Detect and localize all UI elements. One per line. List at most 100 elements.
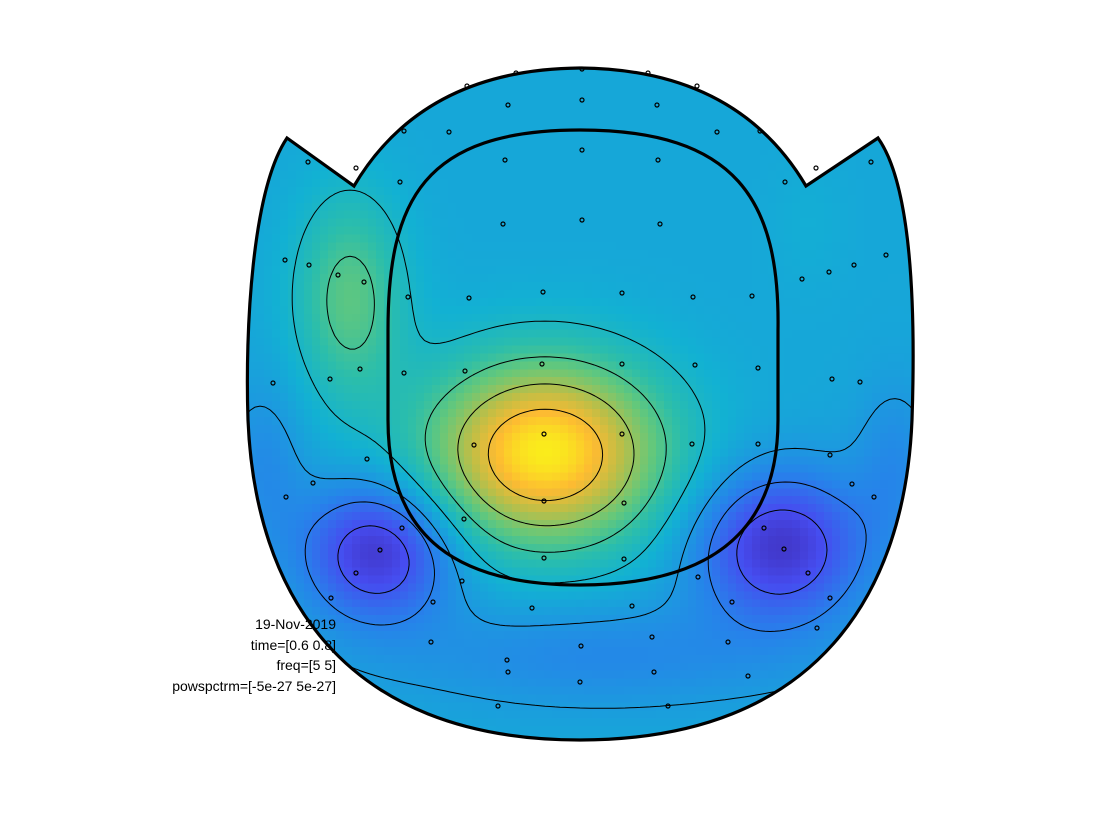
sensor-marker bbox=[651, 669, 657, 675]
sensor-marker bbox=[619, 431, 625, 437]
sensor-marker bbox=[461, 516, 467, 522]
sensor-marker bbox=[813, 165, 819, 171]
sensor-marker bbox=[805, 570, 811, 576]
sensor-marker bbox=[782, 179, 788, 185]
sensor-marker bbox=[283, 494, 289, 500]
sensor-marker bbox=[655, 157, 661, 163]
sensor-marker bbox=[621, 500, 627, 506]
sensor-marker bbox=[755, 441, 761, 447]
sensor-marker bbox=[729, 599, 735, 605]
sensor-marker bbox=[621, 556, 627, 562]
sensor-marker bbox=[857, 379, 863, 385]
sensor-marker bbox=[462, 368, 468, 374]
sensor-marker bbox=[399, 525, 405, 531]
sensor-marker bbox=[539, 361, 545, 367]
sensor-marker bbox=[397, 179, 403, 185]
sensor-marker bbox=[466, 295, 472, 301]
sensor-marker bbox=[502, 157, 508, 163]
sensor-marker bbox=[541, 498, 547, 504]
sensor-marker bbox=[310, 480, 316, 486]
sensor-marker bbox=[883, 252, 889, 258]
head-outline bbox=[245, 66, 915, 742]
sensor-marker bbox=[689, 441, 695, 447]
sensor-marker bbox=[657, 221, 663, 227]
sensor-marker bbox=[645, 70, 651, 76]
sensor-marker bbox=[428, 639, 434, 645]
sensor-marker bbox=[619, 361, 625, 367]
sensor-marker bbox=[464, 83, 470, 89]
sensor-marker bbox=[757, 128, 763, 134]
sensor-marker bbox=[305, 159, 311, 165]
sensor-marker bbox=[540, 289, 546, 295]
sensor-marker bbox=[578, 643, 584, 649]
sensor-marker bbox=[745, 673, 751, 679]
sensor-marker bbox=[814, 625, 820, 631]
sensor-marker bbox=[529, 605, 535, 611]
sensor-marker bbox=[761, 525, 767, 531]
sensor-marker bbox=[459, 578, 465, 584]
sensor-marker bbox=[692, 362, 698, 368]
sensor-marker bbox=[725, 639, 731, 645]
sensor-marker bbox=[781, 546, 787, 552]
sensor-marker bbox=[471, 442, 477, 448]
sensor-marker bbox=[694, 83, 700, 89]
time-annotation: time=[0.6 0.8] bbox=[250, 637, 336, 653]
sensor-marker bbox=[714, 129, 720, 135]
sensor-marker bbox=[577, 679, 583, 685]
sensor-marker bbox=[401, 128, 407, 134]
sensor-marker bbox=[829, 376, 835, 382]
sensor-marker bbox=[504, 657, 510, 663]
sensor-marker bbox=[851, 262, 857, 268]
sensor-marker bbox=[335, 272, 341, 278]
inner-helmet-outline bbox=[386, 128, 780, 587]
sensor-marker bbox=[649, 634, 655, 640]
contour-line bbox=[326, 255, 667, 553]
sensor-marker bbox=[619, 290, 625, 296]
sensor-marker bbox=[579, 97, 585, 103]
contour-line bbox=[291, 189, 706, 584]
sensor-marker bbox=[695, 574, 701, 580]
sensor-marker bbox=[513, 70, 519, 76]
sensor-marker bbox=[749, 293, 755, 299]
sensor-marker bbox=[541, 555, 547, 561]
sensor-marker bbox=[654, 102, 660, 108]
sensor-marker bbox=[306, 262, 312, 268]
sensor-marker bbox=[357, 366, 363, 372]
sensor-marker bbox=[505, 102, 511, 108]
sensor-marker bbox=[690, 294, 696, 300]
sensor-marker bbox=[579, 147, 585, 153]
sensor-marker bbox=[541, 431, 547, 437]
contour-line bbox=[457, 383, 635, 527]
sensor-marker bbox=[364, 456, 370, 462]
sensor-marker bbox=[871, 494, 877, 500]
sensor-markers bbox=[270, 66, 889, 709]
sensor-marker bbox=[629, 603, 635, 609]
powspctrm-annotation: powspctrm=[-5e-27 5e-27] bbox=[172, 678, 336, 694]
sensor-marker bbox=[430, 599, 436, 605]
sensor-marker bbox=[353, 165, 359, 171]
sensor-marker bbox=[327, 376, 333, 382]
sensor-marker bbox=[446, 129, 452, 135]
field-image bbox=[247, 68, 914, 740]
sensor-marker bbox=[579, 217, 585, 223]
sensor-marker bbox=[377, 547, 383, 553]
sensor-marker bbox=[500, 221, 506, 227]
freq-annotation: freq=[5 5] bbox=[276, 657, 336, 673]
sensor-marker bbox=[827, 595, 833, 601]
sensor-marker bbox=[405, 294, 411, 300]
sensor-marker bbox=[270, 380, 276, 386]
contour-lines bbox=[247, 189, 914, 709]
date-annotation: 19-Nov-2019 bbox=[255, 616, 336, 632]
sensor-marker bbox=[755, 365, 761, 371]
contour-line bbox=[487, 408, 604, 502]
sensor-marker bbox=[868, 159, 874, 165]
sensor-marker bbox=[579, 66, 585, 72]
sensor-marker bbox=[665, 703, 671, 709]
sensor-marker bbox=[826, 269, 832, 275]
sensor-marker bbox=[827, 452, 833, 458]
sensor-marker bbox=[799, 276, 805, 282]
sensor-marker bbox=[361, 279, 367, 285]
sensor-marker bbox=[282, 257, 288, 263]
sensor-marker bbox=[328, 595, 334, 601]
